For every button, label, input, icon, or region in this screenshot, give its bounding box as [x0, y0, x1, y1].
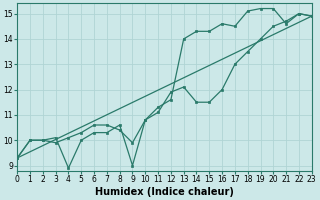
X-axis label: Humidex (Indice chaleur): Humidex (Indice chaleur)	[95, 187, 234, 197]
